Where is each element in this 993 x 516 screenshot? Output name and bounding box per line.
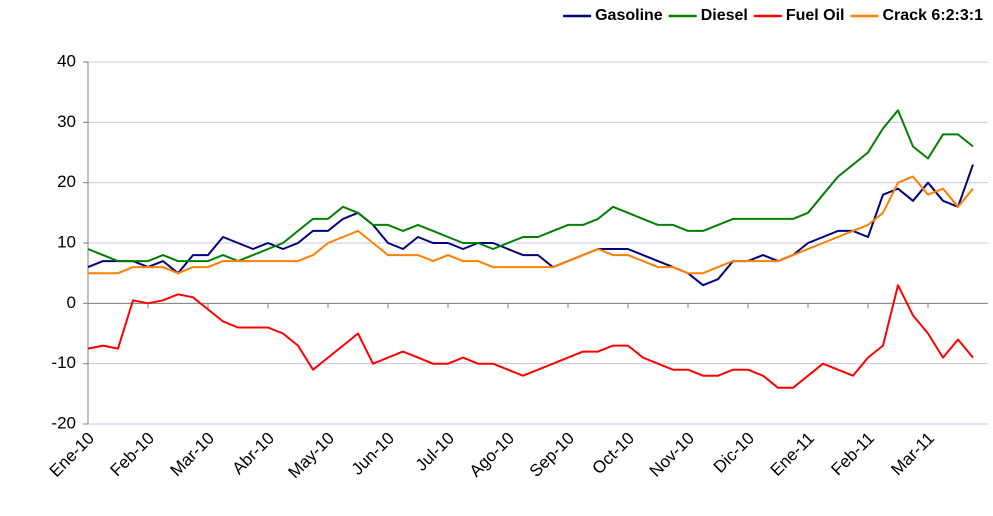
x-tick-label: Sep-10 (526, 429, 578, 481)
y-tick-label: 20 (57, 172, 76, 191)
x-tick-label: Feb-10 (106, 429, 158, 481)
x-tick-label: Nov-10 (646, 429, 698, 481)
x-tick-label: May-10 (284, 429, 338, 483)
x-tick-label: Abr-10 (228, 429, 278, 479)
x-tick-label: Feb-11 (827, 429, 878, 480)
series-line (87, 284, 974, 389)
y-tick-label: 30 (57, 112, 76, 131)
y-tick-label: 0 (67, 293, 76, 312)
x-tick-label: Jul-10 (412, 429, 458, 475)
legend-label: Diesel (701, 7, 748, 24)
legend-label: Crack 6:2:3:1 (883, 7, 984, 24)
x-tick-label: Ago-10 (466, 429, 518, 481)
y-tick-label: -10 (51, 353, 76, 372)
x-tick-label: Mar-10 (166, 429, 218, 481)
x-tick-label: Jun-10 (348, 429, 398, 479)
series-line (88, 175, 974, 275)
y-tick-label: -20 (51, 413, 76, 432)
legend-label: Fuel Oil (786, 7, 845, 24)
x-tick-label: Oct-10 (588, 429, 638, 479)
y-tick-label: 10 (57, 232, 76, 251)
x-tick-label: Ene-11 (767, 429, 818, 480)
legend-label: Gasoline (595, 7, 663, 24)
y-tick-label: 40 (57, 51, 76, 70)
x-tick-label: Mar-11 (887, 429, 938, 480)
series-line (87, 164, 974, 287)
x-tick-label: Ene-10 (46, 429, 98, 481)
x-tick-label: Dic-10 (710, 429, 758, 477)
